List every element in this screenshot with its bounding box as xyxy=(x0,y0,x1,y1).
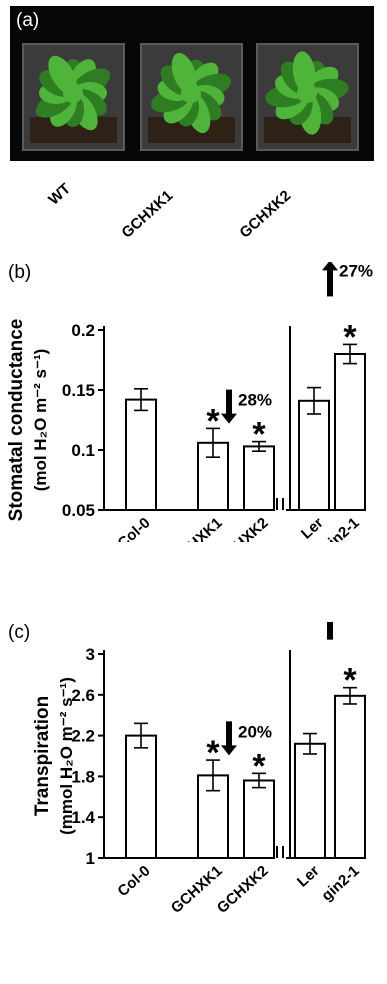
significance-asterisk: * xyxy=(206,734,220,772)
rosette-center xyxy=(297,83,317,103)
change-arrow-head xyxy=(322,262,338,271)
x-tick-label: GCHXK2 xyxy=(214,862,272,916)
bar-col-0 xyxy=(125,398,157,512)
stomatal-conductance-chart: Stomatal conductance (mol H₂O m⁻² s⁻¹) 0.0… xyxy=(6,262,373,542)
bar-gchxk2 xyxy=(243,445,275,511)
panel-c-label: (c) xyxy=(8,622,31,643)
y-axis-label-line2: (mmol H₂O m⁻² s⁻¹) xyxy=(57,677,76,835)
y-tick-label: 3 xyxy=(86,645,95,664)
significance-asterisk: * xyxy=(252,747,266,785)
change-arrow-head xyxy=(221,745,237,756)
bar-col-0 xyxy=(125,734,157,859)
significance-asterisk: * xyxy=(206,402,220,440)
y-tick-label: 1 xyxy=(86,849,95,868)
pot-wt xyxy=(22,43,125,151)
rosette-gchxk1 xyxy=(150,52,232,134)
pot-gchxk1 xyxy=(140,43,243,151)
x-tick-label: Col-0 xyxy=(114,862,153,900)
y-axis-label-line1: Transpiration xyxy=(32,696,53,816)
y-tick-label: 0.1 xyxy=(71,441,95,460)
x-tick-label: gin2-1 xyxy=(318,862,362,904)
bar-gchxk2 xyxy=(243,779,275,859)
transpiration-chart: Transpiration (mmol H₂O m⁻² s⁻¹) 1 1.4 1.8 2.… xyxy=(32,622,373,917)
x-tick-label: GCHXK1 xyxy=(168,514,226,542)
x-tick-label: Ler xyxy=(294,862,323,890)
y-axis-label-line1: Stomatal conductance xyxy=(6,319,27,522)
leaf xyxy=(292,51,316,94)
bar-gin2-1 xyxy=(334,694,366,859)
rosette-center xyxy=(63,83,83,103)
change-arrow-head xyxy=(221,413,237,424)
x-tick-label: Ler xyxy=(298,514,327,542)
genotype-label-gchxk1: GCHXK1 xyxy=(118,187,177,242)
rosette-center xyxy=(181,83,201,103)
genotype-label-wt: WT xyxy=(44,180,74,209)
plant-photo-panel: (a) xyxy=(10,6,374,161)
y-tick-label: 2.6 xyxy=(71,686,95,705)
rosette-wt xyxy=(35,55,111,131)
y-tick-label: 2.2 xyxy=(71,727,95,746)
pot-gchxk2 xyxy=(256,43,359,151)
percent-change-label: 28% xyxy=(238,391,272,410)
bar-gin2-1 xyxy=(334,353,366,511)
y-tick-label: 1.8 xyxy=(71,767,95,786)
y-tick-label: 0.2 xyxy=(71,321,95,340)
significance-asterisk: * xyxy=(252,416,266,454)
bar-ler xyxy=(294,742,326,859)
y-axis-label-line2: (mol H₂O m⁻² s⁻¹) xyxy=(31,349,50,492)
y-tick-label: 0.15 xyxy=(62,381,95,400)
significance-asterisk: * xyxy=(343,662,357,700)
x-tick-label: Col-0 xyxy=(114,514,153,542)
rosette-gchxk2 xyxy=(265,51,349,135)
genotype-label-gchxk2: GCHXK2 xyxy=(236,187,295,242)
percent-change-label: 27% xyxy=(339,262,373,280)
panel-b-label: (b) xyxy=(8,262,32,283)
significance-asterisk: * xyxy=(343,318,357,356)
y-tick-label: 0.05 xyxy=(62,501,95,520)
y-tick-label: 1.4 xyxy=(71,808,95,827)
bar-ler xyxy=(298,399,330,511)
percent-change-label: 22% xyxy=(339,622,373,624)
percent-change-label: 20% xyxy=(238,722,272,741)
panel-a-label: (a) xyxy=(16,10,40,31)
